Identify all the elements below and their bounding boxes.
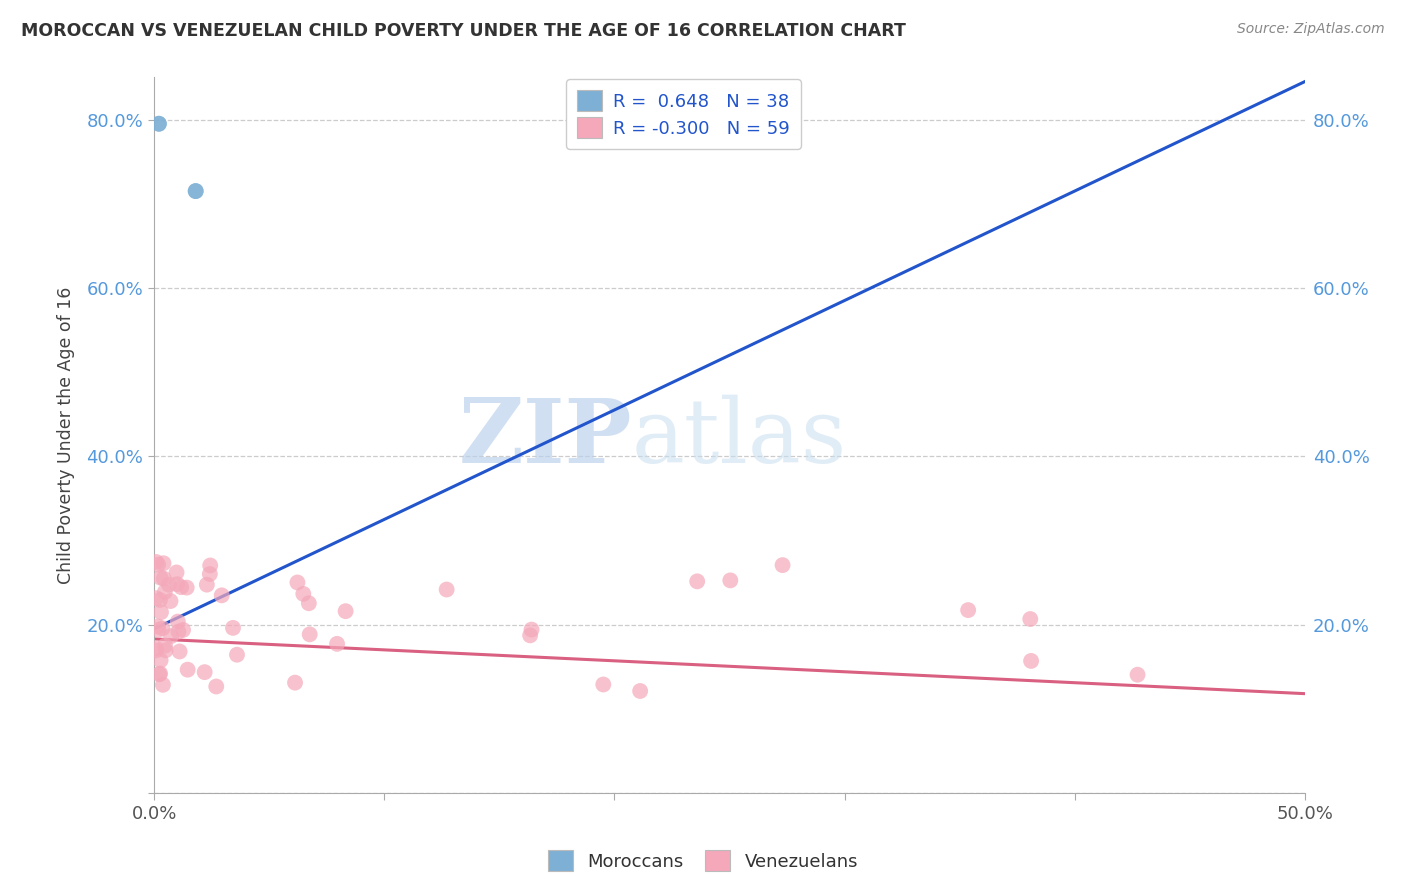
Point: [718, 574, 741, 588]
Point: [335, 604, 357, 618]
Point: [170, 580, 193, 594]
Point: [149, 666, 172, 681]
Point: [148, 117, 170, 131]
Point: [1019, 654, 1042, 668]
Point: [146, 619, 169, 633]
Text: Source: ZipAtlas.com: Source: ZipAtlas.com: [1237, 22, 1385, 37]
Point: [592, 677, 614, 691]
Point: [152, 572, 174, 586]
Point: [152, 621, 174, 635]
Point: [172, 623, 194, 637]
Point: [152, 556, 174, 570]
Point: [198, 567, 221, 582]
Point: [145, 591, 167, 606]
Point: [222, 621, 245, 635]
Point: [686, 574, 709, 589]
Point: [298, 596, 321, 610]
Point: [145, 555, 167, 569]
Point: [166, 566, 188, 580]
Point: [326, 637, 349, 651]
Point: [169, 644, 191, 658]
Point: [195, 577, 218, 591]
Legend: R =  0.648   N = 38, R = -0.300   N = 59: R = 0.648 N = 38, R = -0.300 N = 59: [567, 79, 801, 149]
Point: [205, 680, 228, 694]
Point: [957, 603, 980, 617]
Point: [148, 117, 170, 131]
Point: [176, 663, 198, 677]
Point: [628, 684, 651, 698]
Point: [226, 648, 249, 662]
Point: [167, 624, 190, 639]
Point: [772, 558, 794, 573]
Point: [149, 653, 172, 667]
Point: [153, 585, 176, 599]
Point: [298, 627, 321, 641]
Point: [148, 667, 170, 681]
Point: [519, 628, 541, 642]
Text: ZIP: ZIP: [458, 395, 631, 483]
Point: [150, 605, 173, 619]
Point: [153, 639, 176, 653]
Point: [436, 582, 458, 597]
Point: [1019, 612, 1042, 626]
Point: [149, 571, 172, 585]
Point: [176, 581, 198, 595]
Point: [200, 558, 222, 573]
Point: [194, 665, 217, 680]
Point: [166, 615, 188, 629]
Text: MOROCCAN VS VENEZUELAN CHILD POVERTY UNDER THE AGE OF 16 CORRELATION CHART: MOROCCAN VS VENEZUELAN CHILD POVERTY UND…: [21, 22, 905, 40]
Point: [160, 629, 183, 643]
Point: [184, 184, 207, 198]
Point: [152, 678, 174, 692]
Point: [145, 643, 167, 657]
Point: [148, 558, 170, 572]
Point: [145, 641, 167, 656]
Point: [520, 623, 543, 637]
Point: [155, 643, 177, 657]
Text: atlas: atlas: [631, 395, 846, 483]
Point: [166, 577, 188, 591]
Point: [184, 184, 207, 198]
Y-axis label: Child Poverty Under the Age of 16: Child Poverty Under the Age of 16: [58, 286, 75, 584]
Point: [1126, 667, 1149, 681]
Point: [148, 623, 170, 637]
Point: [211, 588, 233, 602]
Legend: Moroccans, Venezuelans: Moroccans, Venezuelans: [540, 843, 866, 879]
Point: [157, 577, 180, 591]
Point: [284, 675, 307, 690]
Point: [287, 575, 309, 590]
Point: [159, 594, 181, 608]
Point: [292, 587, 315, 601]
Point: [149, 593, 172, 607]
